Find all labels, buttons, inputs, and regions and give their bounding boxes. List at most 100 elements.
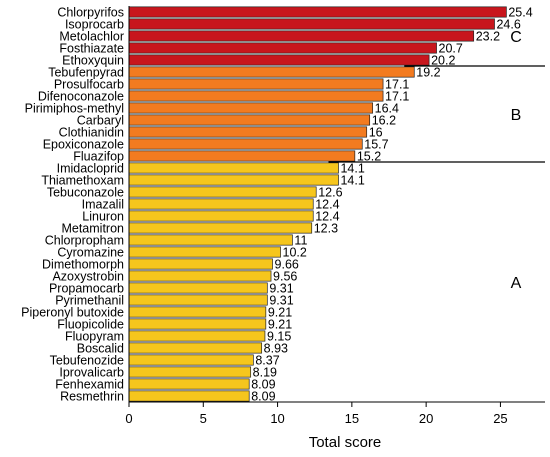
- category-label: Ethoxyquin: [62, 53, 124, 67]
- category-label: Chlorpyrifos: [57, 5, 124, 19]
- bar-pyrimethanil: [128, 294, 268, 306]
- bar-pirimiphos-methyl: [128, 102, 374, 114]
- bar-propamocarb: [128, 282, 268, 294]
- category-label: Fenhexamid: [55, 377, 124, 391]
- category-label: Resmethrin: [60, 389, 124, 403]
- x-axis: 0 5 10 15 20 25: [125, 6, 545, 426]
- category-label: Carbaryl: [77, 113, 124, 127]
- value-label: 16.2: [372, 113, 396, 127]
- x-tick-label: 0: [125, 411, 132, 426]
- bar-fluazifop: [128, 150, 356, 162]
- category-label: Dimethomorph: [42, 257, 124, 271]
- value-label: 16.4: [375, 101, 399, 115]
- x-tick-label: 20: [419, 411, 433, 426]
- category-label: Cyromazine: [57, 245, 124, 259]
- category-label: Metolachlor: [59, 29, 124, 43]
- value-label: 10.2: [283, 245, 307, 259]
- group-label-c: C: [510, 29, 522, 46]
- category-label: Pirimiphos-methyl: [25, 101, 124, 115]
- category-label: Pyrimethanil: [55, 293, 124, 307]
- x-tick-label: 5: [200, 411, 207, 426]
- bar-chlorpropham: [128, 234, 293, 246]
- bar-clothianidin: [128, 126, 368, 138]
- category-label: Imidacloprid: [57, 161, 124, 175]
- category-label: Linuron: [82, 209, 124, 223]
- bar-chlorpyrifos: [128, 6, 507, 18]
- value-label: 15.7: [364, 137, 388, 151]
- category-label: Difenoconazole: [38, 89, 124, 103]
- bar-resmethrin: [128, 390, 250, 402]
- bar-fluopicolide: [128, 318, 267, 330]
- bar-metamitron: [128, 222, 313, 234]
- category-label: Metamitron: [61, 221, 124, 235]
- value-labels: 25.424.623.220.720.219.217.117.116.416.2…: [251, 5, 533, 403]
- category-label: Thiamethoxam: [41, 173, 124, 187]
- value-label: 8.19: [253, 365, 277, 379]
- value-label: 9.15: [267, 329, 291, 343]
- bar-prosulfocarb: [128, 78, 384, 90]
- category-label: Fluopyram: [65, 329, 124, 343]
- bar-boscalid: [128, 342, 263, 354]
- bar-fenhexamid: [128, 378, 250, 390]
- bar-thiamethoxam: [128, 174, 339, 186]
- category-label: Chlorpropham: [45, 233, 124, 247]
- category-label: Isoprocarb: [65, 17, 124, 31]
- category-labels: ChlorpyrifosIsoprocarbMetolachlorFosthia…: [21, 5, 124, 403]
- value-label: 9.66: [275, 257, 299, 271]
- value-label: 17.1: [385, 89, 409, 103]
- bar-tebufenpyrad: [128, 66, 415, 78]
- value-label: 8.09: [251, 377, 275, 391]
- value-label: 17.1: [385, 77, 409, 91]
- value-label: 11: [294, 233, 307, 247]
- category-label: Tebufenpyrad: [48, 65, 124, 79]
- category-label: Boscalid: [77, 341, 124, 355]
- bar-piperonyl-butoxide: [128, 306, 267, 318]
- category-label: Fosthiazate: [59, 41, 124, 55]
- bar-epoxiconazole: [128, 138, 363, 150]
- value-label: 20.7: [439, 41, 463, 55]
- category-label: Fluopicolide: [57, 317, 124, 331]
- bar-linuron: [128, 210, 314, 222]
- x-tick-label: 10: [270, 411, 284, 426]
- value-label: 14.1: [340, 161, 364, 175]
- bar-ethoxyquin: [128, 54, 430, 66]
- bar-metolachlor: [128, 30, 475, 42]
- x-axis-title: Total score: [309, 434, 382, 451]
- value-label: 12.6: [318, 185, 342, 199]
- value-label: 19.2: [416, 65, 440, 79]
- bar-imidacloprid: [128, 162, 339, 174]
- category-label: Tebuconazole: [47, 185, 124, 199]
- category-label: Azoxystrobin: [52, 269, 124, 283]
- value-label: 16: [369, 125, 383, 139]
- bar-isoprocarb: [128, 18, 495, 30]
- value-label: 12.4: [315, 197, 339, 211]
- bar-fluopyram: [128, 330, 266, 342]
- value-label: 9.21: [268, 305, 292, 319]
- value-label: 23.2: [476, 29, 500, 43]
- category-label: Imazalil: [82, 197, 124, 211]
- value-label: 9.56: [273, 269, 297, 283]
- bar-difenoconazole: [128, 90, 384, 102]
- category-label: Clothianidin: [59, 125, 124, 139]
- value-label: 8.09: [251, 389, 275, 403]
- category-label: Fluazifop: [73, 149, 124, 163]
- value-label: 9.31: [269, 293, 293, 307]
- value-label: 20.2: [431, 53, 455, 67]
- value-label: 24.6: [496, 17, 520, 31]
- bar-dimethomorph: [128, 258, 273, 270]
- value-label: 14.1: [340, 173, 364, 187]
- value-label: 8.37: [255, 353, 279, 367]
- group-markers: C B A: [328, 29, 545, 292]
- bar-tebuconazole: [128, 186, 317, 198]
- category-label: Epoxiconazole: [43, 137, 124, 151]
- x-tick-label: 25: [493, 411, 507, 426]
- bar-carbaryl: [128, 114, 371, 126]
- value-label: 15.2: [357, 149, 381, 163]
- value-label: 8.93: [264, 341, 288, 355]
- bar-fosthiazate: [128, 42, 437, 54]
- value-label: 9.21: [268, 317, 292, 331]
- value-label: 12.4: [315, 209, 339, 223]
- category-label: Propamocarb: [49, 281, 124, 295]
- bar-imazalil: [128, 198, 314, 210]
